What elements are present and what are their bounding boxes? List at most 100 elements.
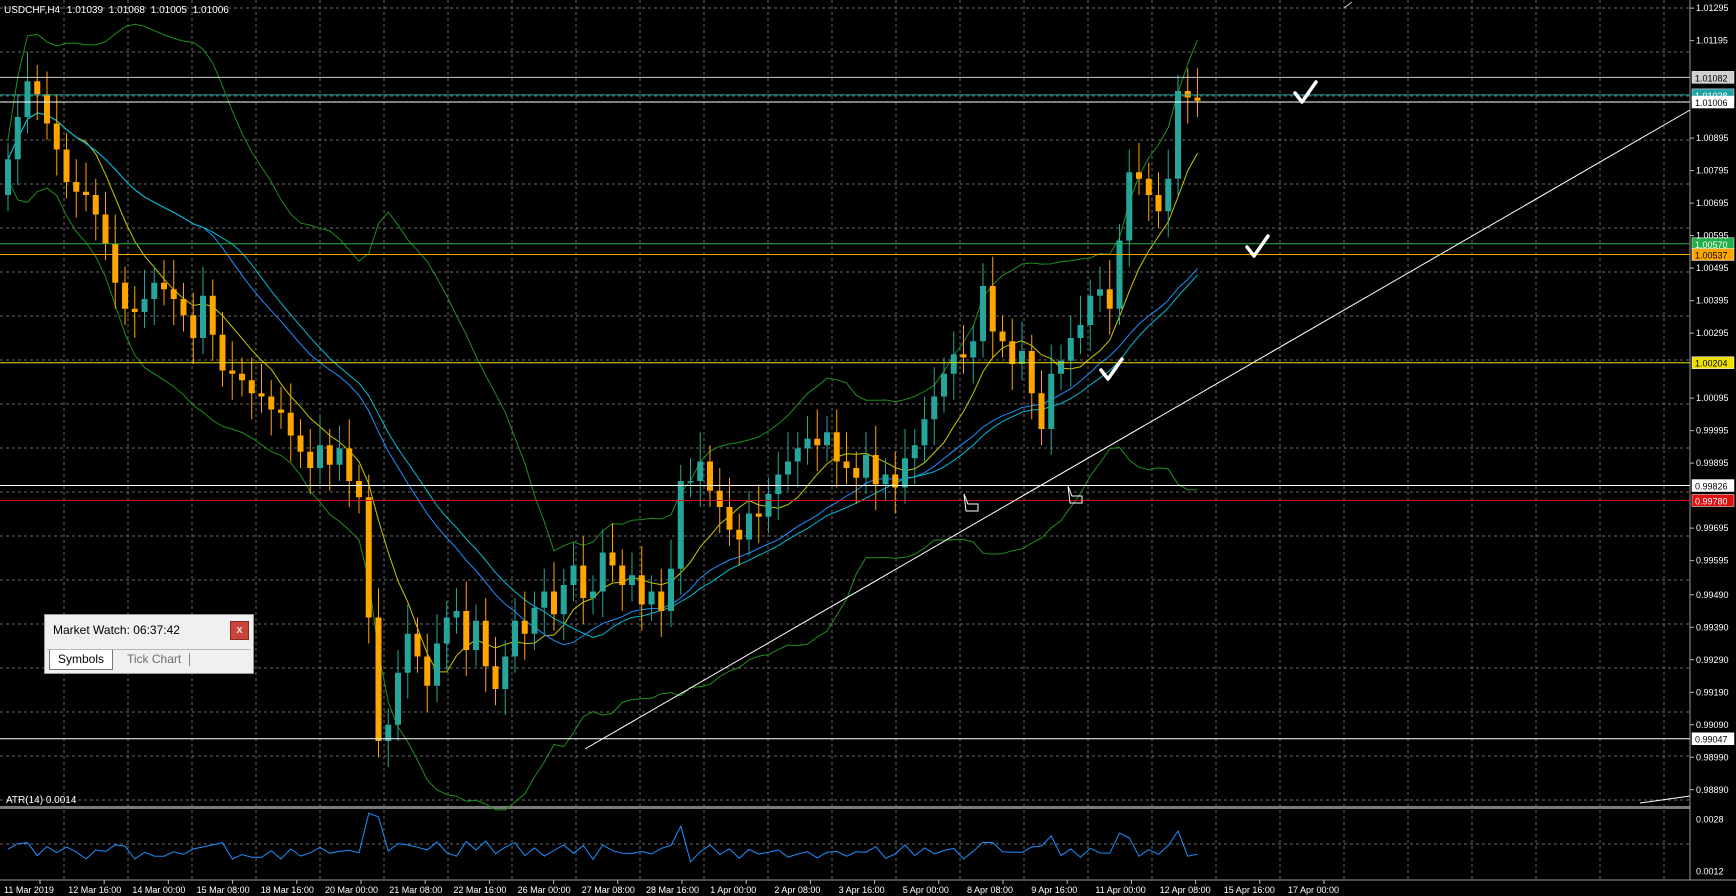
bear-candle xyxy=(268,380,275,436)
candle-body xyxy=(687,481,694,483)
bull-candle xyxy=(443,601,450,670)
bull-candle xyxy=(502,640,509,715)
bull-candle xyxy=(590,575,596,615)
candle-body xyxy=(863,455,869,478)
candle-body xyxy=(1048,373,1055,429)
time-tick-label: 21 Mar 08:00 xyxy=(389,885,442,895)
bull-candle xyxy=(629,552,635,602)
bull-candle xyxy=(931,367,938,446)
level-price: 1.01082 xyxy=(1695,73,1728,83)
bear-candle xyxy=(83,162,89,212)
bull-candle xyxy=(911,429,918,485)
candle-body xyxy=(1145,178,1152,195)
bull-candle xyxy=(950,331,957,400)
price-tick-label: 1.00895 xyxy=(1696,133,1729,143)
tab-symbols[interactable]: Symbols xyxy=(49,650,114,670)
candle-body xyxy=(268,396,275,410)
bull-candle xyxy=(5,143,11,212)
bull-candle xyxy=(531,591,538,650)
bear-candle xyxy=(833,409,840,488)
candle-body xyxy=(824,432,830,446)
candle-body xyxy=(1165,178,1172,212)
candle-body xyxy=(404,633,411,673)
candle-body xyxy=(83,191,89,195)
candle-body xyxy=(385,724,392,741)
time-tick-label: 26 Mar 00:00 xyxy=(518,885,571,895)
candle-body xyxy=(541,591,548,608)
time-tick-label: 2 Apr 08:00 xyxy=(774,885,820,895)
time-tick-label: 11 Apr 00:00 xyxy=(1095,885,1145,895)
market-watch-window[interactable]: Market Watch: 06:37:42 x Symbols Tick Ch… xyxy=(44,614,254,674)
bear-candle xyxy=(170,260,177,325)
bear-candle xyxy=(239,357,245,397)
close-button[interactable]: x xyxy=(230,621,249,640)
bull-candle xyxy=(14,94,21,186)
candle-body xyxy=(970,341,977,358)
low-value: 1.01005 xyxy=(151,5,188,16)
candle-body xyxy=(24,81,31,117)
candle-body xyxy=(414,633,421,657)
bull-candle xyxy=(1058,344,1064,390)
bull-candle xyxy=(1116,224,1123,325)
candle-body xyxy=(297,435,304,452)
atr-label: ATR(14) 0.0014 xyxy=(6,795,77,806)
bull-candle xyxy=(1067,315,1074,387)
bull-candle xyxy=(1097,266,1103,312)
atr-line xyxy=(7,812,1198,863)
candle-body xyxy=(5,159,11,195)
candle-body xyxy=(1097,289,1103,296)
price-tick-label: 0.98990 xyxy=(1696,752,1729,762)
price-tick-label: 0.99895 xyxy=(1696,458,1729,468)
candle-body xyxy=(1136,172,1142,179)
bull-candle xyxy=(512,598,518,673)
price-tick-label: 0.99595 xyxy=(1696,556,1729,566)
level-price: 0.99780 xyxy=(1695,497,1728,507)
price-tick-label: 1.00395 xyxy=(1696,296,1729,306)
time-tick-label: 15 Mar 08:00 xyxy=(197,885,250,895)
bear-candle xyxy=(580,536,587,624)
time-tick-label: 20 Mar 00:00 xyxy=(325,885,378,895)
bear-candle xyxy=(1136,143,1142,195)
candle-body xyxy=(463,611,470,650)
candle-body xyxy=(902,458,908,488)
bear-candle xyxy=(34,65,41,121)
level-price: 1.00570 xyxy=(1695,240,1728,250)
bear-candle xyxy=(258,364,265,413)
level-price: 1.01006 xyxy=(1695,98,1728,108)
bear-candle xyxy=(1194,68,1201,117)
bear-candle xyxy=(619,549,626,611)
candle-body xyxy=(911,445,918,459)
candle-body xyxy=(765,494,772,517)
level-price: 0.99047 xyxy=(1695,735,1728,745)
bear-candle xyxy=(219,312,226,387)
candle-body xyxy=(229,370,236,374)
candle-body xyxy=(941,373,947,397)
candle-body xyxy=(170,289,177,299)
candle-body xyxy=(200,295,206,338)
price-tick-label: 0.99390 xyxy=(1696,622,1729,632)
candle-body xyxy=(1106,289,1113,309)
symbol-label: USDCHF,H4 xyxy=(4,5,61,16)
time-tick-label: 3 Apr 16:00 xyxy=(839,885,885,895)
tab-tick-chart[interactable]: Tick Chart xyxy=(127,652,182,666)
candle-body xyxy=(629,575,635,585)
level-price: 1.00537 xyxy=(1695,250,1728,260)
high-value: 1.01068 xyxy=(109,5,146,16)
annotations xyxy=(963,80,1318,512)
candle-body xyxy=(638,575,645,605)
candle-body xyxy=(1087,295,1094,325)
candle-body xyxy=(317,445,323,468)
time-tick-label: 1 Apr 00:00 xyxy=(710,885,756,895)
candle-body xyxy=(190,315,197,338)
time-tick-label: 27 Mar 08:00 xyxy=(582,885,635,895)
time-tick-label: 14 Mar 00:00 xyxy=(132,885,185,895)
bull-candle xyxy=(1087,279,1094,351)
bull-candle xyxy=(882,458,889,501)
bull-candle xyxy=(941,357,947,413)
bear-candle xyxy=(989,256,996,358)
time-tick-label: 9 Apr 16:00 xyxy=(1031,885,1077,895)
bear-candle xyxy=(356,464,362,514)
atr-tick-label: 0.0012 xyxy=(1696,867,1724,877)
